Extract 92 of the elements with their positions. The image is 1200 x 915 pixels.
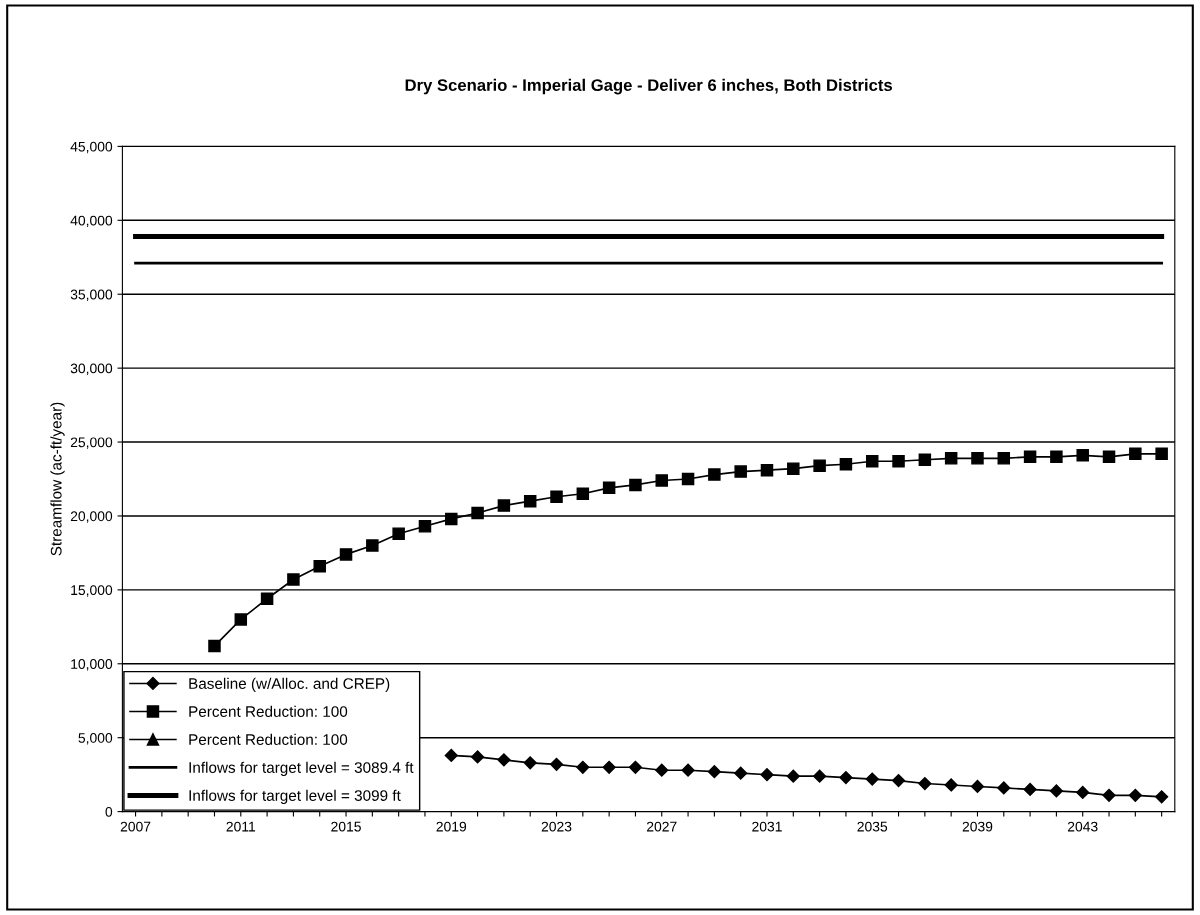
point (549, 757, 564, 771)
legend-label: Inflows for target level = 3099 ft (189, 789, 401, 804)
point (366, 539, 379, 552)
x-tick-label: 2007 (120, 821, 151, 832)
x-tick-label: 2039 (962, 821, 993, 832)
point (708, 468, 721, 481)
point (786, 769, 800, 783)
point (1155, 447, 1168, 461)
y-tick-label: 5,000 (78, 733, 113, 745)
point (734, 465, 747, 478)
point (891, 773, 906, 788)
point (339, 548, 353, 561)
chart-title: Dry Scenario - Imperial Gage - Deliver 6 inches, Both Districts (405, 78, 892, 95)
point (1023, 450, 1037, 464)
point (1155, 790, 1169, 804)
point (944, 778, 958, 792)
point (313, 559, 326, 573)
legend-label: Percent Reduction: 100 (189, 733, 348, 745)
point (970, 779, 985, 794)
point (234, 613, 248, 626)
y-tick-label: 35,000 (70, 289, 113, 302)
point (813, 769, 827, 783)
x-tick-label: 2011 (226, 821, 256, 832)
point (470, 750, 485, 764)
y-tick-label: 30,000 (70, 363, 113, 375)
point (655, 763, 669, 777)
point (497, 753, 511, 767)
legend-label: Inflows for target level = 3089.4 ft (189, 761, 414, 776)
point (997, 781, 1011, 795)
y-tick-label: 10,000 (71, 659, 113, 671)
point (655, 474, 669, 487)
point (602, 760, 616, 774)
point (681, 763, 695, 777)
point (1023, 782, 1037, 797)
point (918, 776, 932, 791)
point (208, 639, 221, 653)
x-tick-label: 2043 (1067, 821, 1098, 832)
point (734, 766, 748, 780)
point (944, 452, 958, 465)
y-tick-label: 25,000 (70, 437, 113, 449)
point (839, 771, 853, 785)
point (523, 494, 537, 508)
point (1049, 784, 1063, 798)
point (576, 487, 590, 501)
x-tick-label: 2015 (331, 821, 361, 832)
point (813, 459, 826, 472)
point (918, 453, 932, 467)
point (1129, 447, 1142, 461)
point (892, 455, 905, 468)
point (865, 455, 879, 468)
x-tick-label: 2031 (752, 821, 782, 832)
x-tick-label: 2019 (436, 821, 467, 832)
x-tick-label: 2035 (857, 821, 888, 832)
point (471, 506, 484, 520)
point (418, 520, 432, 533)
point (287, 573, 300, 586)
point (1102, 450, 1116, 464)
point (1128, 788, 1142, 802)
point (787, 462, 800, 475)
y-tick-label: 0 (105, 806, 113, 817)
point (497, 499, 511, 512)
point (997, 452, 1011, 465)
point (445, 512, 458, 526)
point (760, 768, 774, 782)
y-tick-label: 15,000 (71, 585, 113, 597)
point (576, 760, 590, 774)
point (865, 772, 879, 786)
legend-label: Percent Reduction: 100 (189, 705, 348, 717)
point (971, 452, 984, 465)
point (1076, 785, 1090, 799)
point (1076, 449, 1089, 462)
point (681, 472, 695, 486)
point (550, 490, 563, 503)
point (1050, 450, 1063, 464)
point (444, 748, 458, 763)
point (628, 760, 643, 774)
legend-label: Baseline (w/Alloc. and CREP) (189, 677, 390, 692)
point (260, 592, 274, 605)
x-tick-label: 2027 (647, 821, 677, 832)
point (602, 481, 616, 495)
point (392, 527, 405, 540)
point (629, 478, 642, 492)
point (760, 463, 774, 477)
y-tick-label: 20,000 (70, 511, 113, 523)
x-tick-label: 2023 (541, 821, 572, 832)
y-tick-label: 40,000 (70, 215, 113, 228)
point (1102, 788, 1116, 802)
y-tick-label: 45,000 (70, 141, 113, 154)
point (523, 756, 537, 770)
point (707, 765, 721, 779)
y-axis-title: Streamflow (ac-ft/year) (50, 402, 65, 556)
point (839, 457, 853, 471)
